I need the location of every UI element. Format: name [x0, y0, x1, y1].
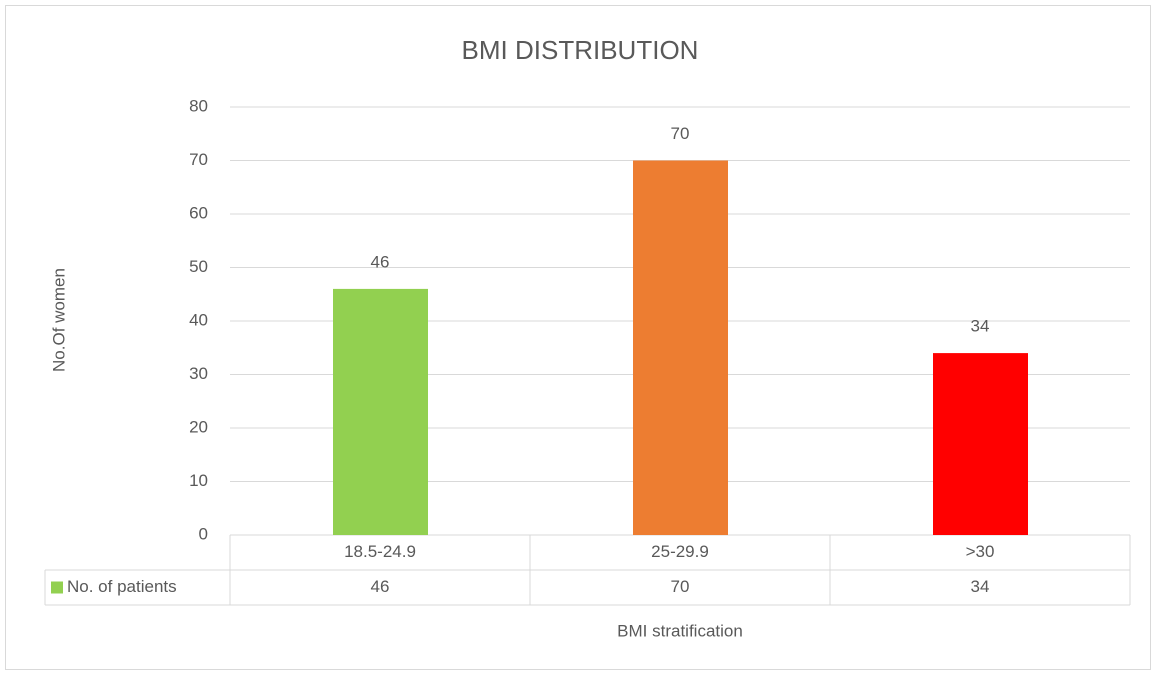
- x-tick-label: 25-29.9: [651, 542, 709, 561]
- y-tick-label: 10: [189, 471, 208, 490]
- y-tick-label: 50: [189, 257, 208, 276]
- table-value: 70: [671, 577, 690, 596]
- y-tick-label: 20: [189, 417, 208, 436]
- bar: [333, 288, 428, 535]
- y-tick-label: 40: [189, 310, 208, 329]
- y-tick-label: 0: [199, 524, 208, 543]
- y-tick-label: 30: [189, 364, 208, 383]
- chart-frame: [5, 5, 1151, 670]
- chart-title: BMI DISTRIBUTION: [462, 35, 699, 65]
- data-label: 46: [371, 252, 390, 271]
- data-label: 34: [971, 317, 990, 336]
- table-value: 34: [971, 577, 990, 596]
- y-tick-label: 60: [189, 203, 208, 222]
- y-tick-label: 70: [189, 150, 208, 169]
- legend-key: [51, 581, 63, 594]
- data-label: 70: [671, 124, 690, 143]
- legend-label: No. of patients: [67, 577, 177, 596]
- x-tick-label: >30: [966, 542, 995, 561]
- table-value: 46: [371, 577, 390, 596]
- x-tick-label: 18.5-24.9: [344, 542, 416, 561]
- y-tick-label: 80: [189, 96, 208, 115]
- y-axis-title: No.Of women: [49, 268, 68, 372]
- bar: [633, 160, 728, 535]
- x-axis-title: BMI stratification: [617, 621, 743, 640]
- bar: [933, 353, 1028, 535]
